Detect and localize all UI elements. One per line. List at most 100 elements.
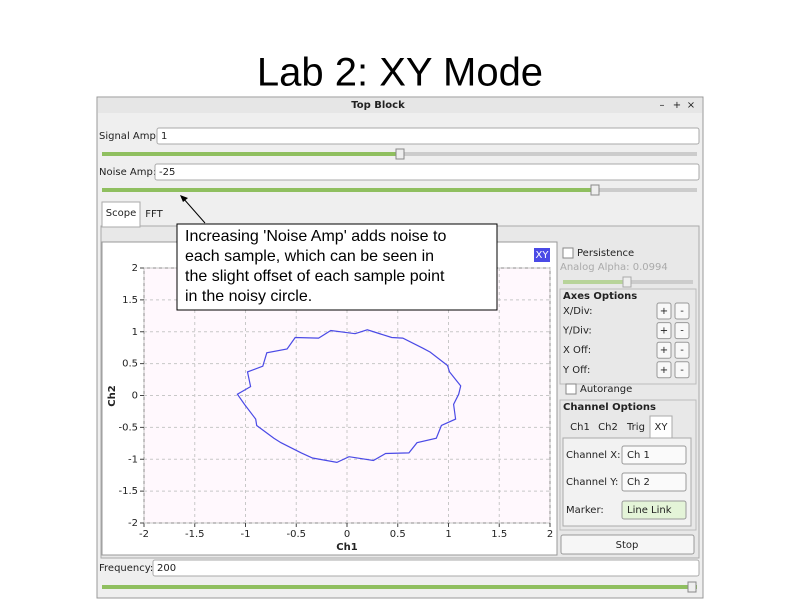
tab[interactable]: Scope <box>106 208 136 219</box>
checkbox-label[interactable]: Persistence <box>577 248 634 259</box>
x-tick-label: -0.5 <box>286 529 306 540</box>
label: Y Off: <box>562 365 590 376</box>
annotation-line: Increasing 'Noise Amp' adds noise to <box>185 228 446 245</box>
checkbox-label[interactable]: Autorange <box>580 384 632 395</box>
label: Signal Amp: <box>99 131 159 142</box>
combobox[interactable] <box>621 445 687 465</box>
button[interactable] <box>674 361 690 379</box>
slider-track[interactable] <box>102 585 697 589</box>
arrowhead <box>180 195 188 202</box>
slider-fill <box>102 152 398 156</box>
legend-label: XY <box>536 250 550 261</box>
y-tick-label: -1.5 <box>118 486 138 497</box>
combobox-value: Ch 1 <box>627 450 650 461</box>
slider-knob[interactable] <box>622 276 632 288</box>
tab[interactable]: FFT <box>145 209 163 220</box>
annotation-line: each sample, which can be seen in <box>185 248 434 265</box>
x-tick-label: 1.5 <box>491 529 507 540</box>
y-tick-label: -0.5 <box>118 422 138 433</box>
tab[interactable]: XY <box>655 422 669 433</box>
combobox[interactable] <box>621 472 687 492</box>
y-axis-label: Ch2 <box>107 385 118 406</box>
input[interactable] <box>152 559 700 577</box>
group-title: Axes Options <box>563 291 637 302</box>
stop-button[interactable] <box>560 534 695 555</box>
x-tick-label: -2 <box>139 529 149 540</box>
y-tick-label: 0 <box>132 391 138 402</box>
button-label[interactable]: + <box>660 365 668 376</box>
label: Marker: <box>566 505 604 516</box>
combobox[interactable] <box>621 500 687 520</box>
input[interactable] <box>156 127 700 145</box>
button-label[interactable]: - <box>680 326 684 337</box>
button-label[interactable]: + <box>660 326 668 337</box>
group-box <box>559 399 697 531</box>
axes-rows: X/Div: + - Y/Div: + - X Off: + - Y Off: + - <box>562 302 690 379</box>
button-label[interactable]: - <box>680 306 684 317</box>
disabled-label: Analog Alpha: 0.0994 <box>560 262 668 273</box>
tab[interactable]: Ch1 <box>570 422 590 433</box>
x-tick-label: 0 <box>344 529 350 540</box>
tab-active[interactable] <box>101 201 141 228</box>
button-label[interactable]: - <box>680 345 684 356</box>
window-title: Top Block <box>351 100 405 111</box>
y-tick-label: 1 <box>132 327 138 338</box>
annotation-line: the slight offset of each sample point <box>185 268 445 285</box>
tab[interactable]: Ch2 <box>598 422 618 433</box>
x-tick-label: 2 <box>547 529 553 540</box>
x-tick-label: -1.5 <box>185 529 205 540</box>
label: X Off: <box>563 345 591 356</box>
checkbox[interactable] <box>562 247 574 259</box>
x-axis-label: Ch1 <box>336 542 357 553</box>
title-bar <box>98 98 702 113</box>
annotation-line: in the noisy circle. <box>185 288 312 305</box>
xy-trace <box>236 329 462 464</box>
y-tick-label: 2 <box>132 263 138 274</box>
button-label[interactable]: - <box>680 365 684 376</box>
x-tick-label: -1 <box>241 529 251 540</box>
button[interactable] <box>656 302 672 320</box>
annotation-box <box>176 223 498 311</box>
arrow <box>182 197 206 224</box>
slider-fill <box>563 280 627 284</box>
input-value: 1 <box>161 131 167 142</box>
y-tick-label: 1.5 <box>122 295 138 306</box>
input[interactable] <box>154 163 700 181</box>
combobox-value: Ch 2 <box>627 477 650 488</box>
slider-knob[interactable] <box>395 148 405 160</box>
maximize[interactable]: + <box>673 100 681 111</box>
legend-swatch <box>534 248 550 262</box>
button[interactable] <box>674 302 690 320</box>
button-label[interactable]: + <box>660 306 668 317</box>
label: Frequency: <box>99 563 153 574</box>
close[interactable]: × <box>687 100 695 111</box>
minimize[interactable]: – <box>660 100 665 111</box>
button[interactable] <box>674 322 690 340</box>
group-box <box>559 288 697 385</box>
button[interactable] <box>656 341 672 359</box>
tab[interactable]: Trig <box>626 422 645 433</box>
checkbox[interactable] <box>565 383 577 395</box>
slide-title: Lab 2: XY Mode <box>257 51 543 95</box>
label: Channel X: <box>566 450 620 461</box>
x-tick-label: 1 <box>445 529 451 540</box>
label: Channel Y: <box>566 477 618 488</box>
label: X/Div: <box>563 306 592 317</box>
slider-fill <box>102 188 593 192</box>
button[interactable] <box>656 322 672 340</box>
y-tick-label: -1 <box>128 454 138 465</box>
button-label[interactable]: + <box>660 345 668 356</box>
input-value: -25 <box>159 167 175 178</box>
label: Noise Amp: <box>99 167 156 178</box>
button-label[interactable]: Stop <box>616 540 639 551</box>
slider-knob[interactable] <box>687 581 697 593</box>
combobox-value: Line Link <box>627 505 672 516</box>
slider-knob[interactable] <box>590 184 600 196</box>
button[interactable] <box>674 341 690 359</box>
y-tick-label: -2 <box>128 518 138 529</box>
button[interactable] <box>656 361 672 379</box>
x-tick-label: 0.5 <box>390 529 406 540</box>
y-tick-label: 0.5 <box>122 359 138 370</box>
label: Y/Div: <box>562 326 592 337</box>
